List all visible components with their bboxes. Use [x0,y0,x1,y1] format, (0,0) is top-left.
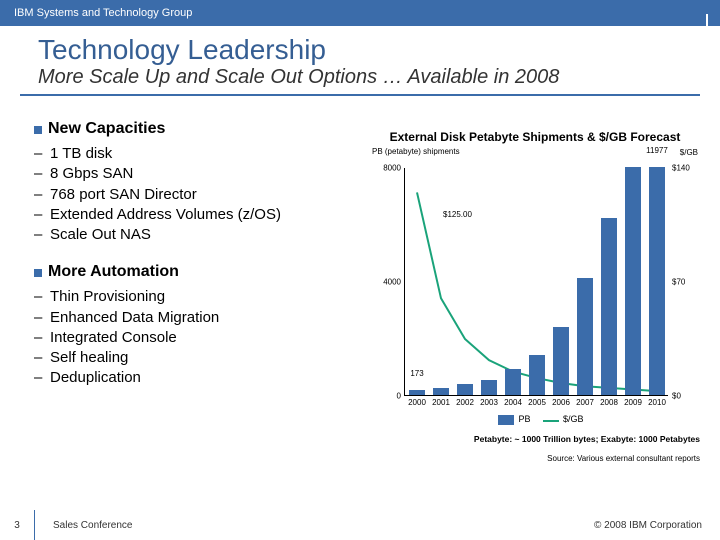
chart-title: External Disk Petabyte Shipments & $/GB … [370,130,700,144]
ytick: 4000 [383,278,405,287]
bar [577,278,593,395]
footer-copy: © 2008 IBM Corporation [594,520,720,531]
legend: PB $/GB [404,414,668,425]
title-underline [20,94,700,96]
slide-subtitle: More Scale Up and Scale Out Options … Av… [38,66,559,89]
footer-conf: Sales Conference [53,520,594,531]
legend-swatch-pb [498,415,514,425]
page-number: 3 [0,520,34,531]
list-item: Extended Address Volumes (z/OS) [34,205,354,225]
line-label: $125.00 [443,210,472,219]
bar [625,167,641,395]
list-item: 8 Gbps SAN [34,164,354,184]
chart: External Disk Petabyte Shipments & $/GB … [370,130,700,450]
right-axis-label: $/GB [680,148,698,157]
ytick-right: $140 [668,164,690,173]
xtick: 2008 [600,395,618,407]
chart-note-1: Petabyte: ~ 1000 Trillion bytes; Exabyte… [370,434,700,444]
bar [481,380,497,395]
section-list-1: Thin ProvisioningEnhanced Data Migration… [34,287,354,388]
section-capacities: New Capacities 1 TB disk8 Gbps SAN768 po… [34,120,354,245]
bar [649,167,665,395]
header-bar: IBM Systems and Technology Group [0,0,720,26]
xtick: 2009 [624,395,642,407]
footer-divider [34,510,35,540]
xtick: 2001 [432,395,450,407]
section-list-0: 1 TB disk8 Gbps SAN768 port SAN Director… [34,144,354,245]
xtick: 2007 [576,395,594,407]
xtick: 2010 [648,395,666,407]
xtick: 2006 [552,395,570,407]
bar-label-last: 11977 [646,146,668,155]
section-automation: More Automation Thin ProvisioningEnhance… [34,263,354,388]
bar [457,384,473,395]
xtick: 2004 [504,395,522,407]
bar [553,327,569,395]
chart-note-2: Source: Various external consultant repo… [370,454,700,463]
list-item: Thin Provisioning [34,287,354,307]
bar [505,369,521,395]
section-head-1: More Automation [48,263,179,281]
xtick: 2003 [480,395,498,407]
list-item: Deduplication [34,368,354,388]
xtick: 2000 [408,395,426,407]
xtick: 2002 [456,395,474,407]
list-item: 1 TB disk [34,144,354,164]
legend-swatch-gb [543,415,559,425]
ytick: 8000 [383,164,405,173]
slide: IBM Systems and Technology Group Technol… [0,0,720,540]
list-item: 768 port SAN Director [34,185,354,205]
ytick-right: $70 [668,278,685,287]
xtick: 2005 [528,395,546,407]
footer: 3 Sales Conference © 2008 IBM Corporatio… [0,510,720,540]
slide-title: Technology Leadership [38,34,326,66]
section-head-0: New Capacities [48,120,165,138]
bullet-content: New Capacities 1 TB disk8 Gbps SAN768 po… [34,110,354,389]
plot-area: 040008000$0$70$1402000200120022003200420… [404,168,668,396]
left-axis-label: PB (petabyte) shipments [372,148,460,157]
bar [433,388,449,395]
list-item: Scale Out NAS [34,225,354,245]
list-item: Integrated Console [34,328,354,348]
legend-pb: PB [518,414,530,424]
list-item: Self healing [34,348,354,368]
bar [601,218,617,395]
header-group: IBM Systems and Technology Group [14,7,192,19]
bar-label-first: 173 [410,369,423,378]
ytick: 0 [397,392,405,401]
legend-gb: $/GB [563,414,584,424]
ytick-right: $0 [668,392,681,401]
bar [529,355,545,395]
list-item: Enhanced Data Migration [34,308,354,328]
